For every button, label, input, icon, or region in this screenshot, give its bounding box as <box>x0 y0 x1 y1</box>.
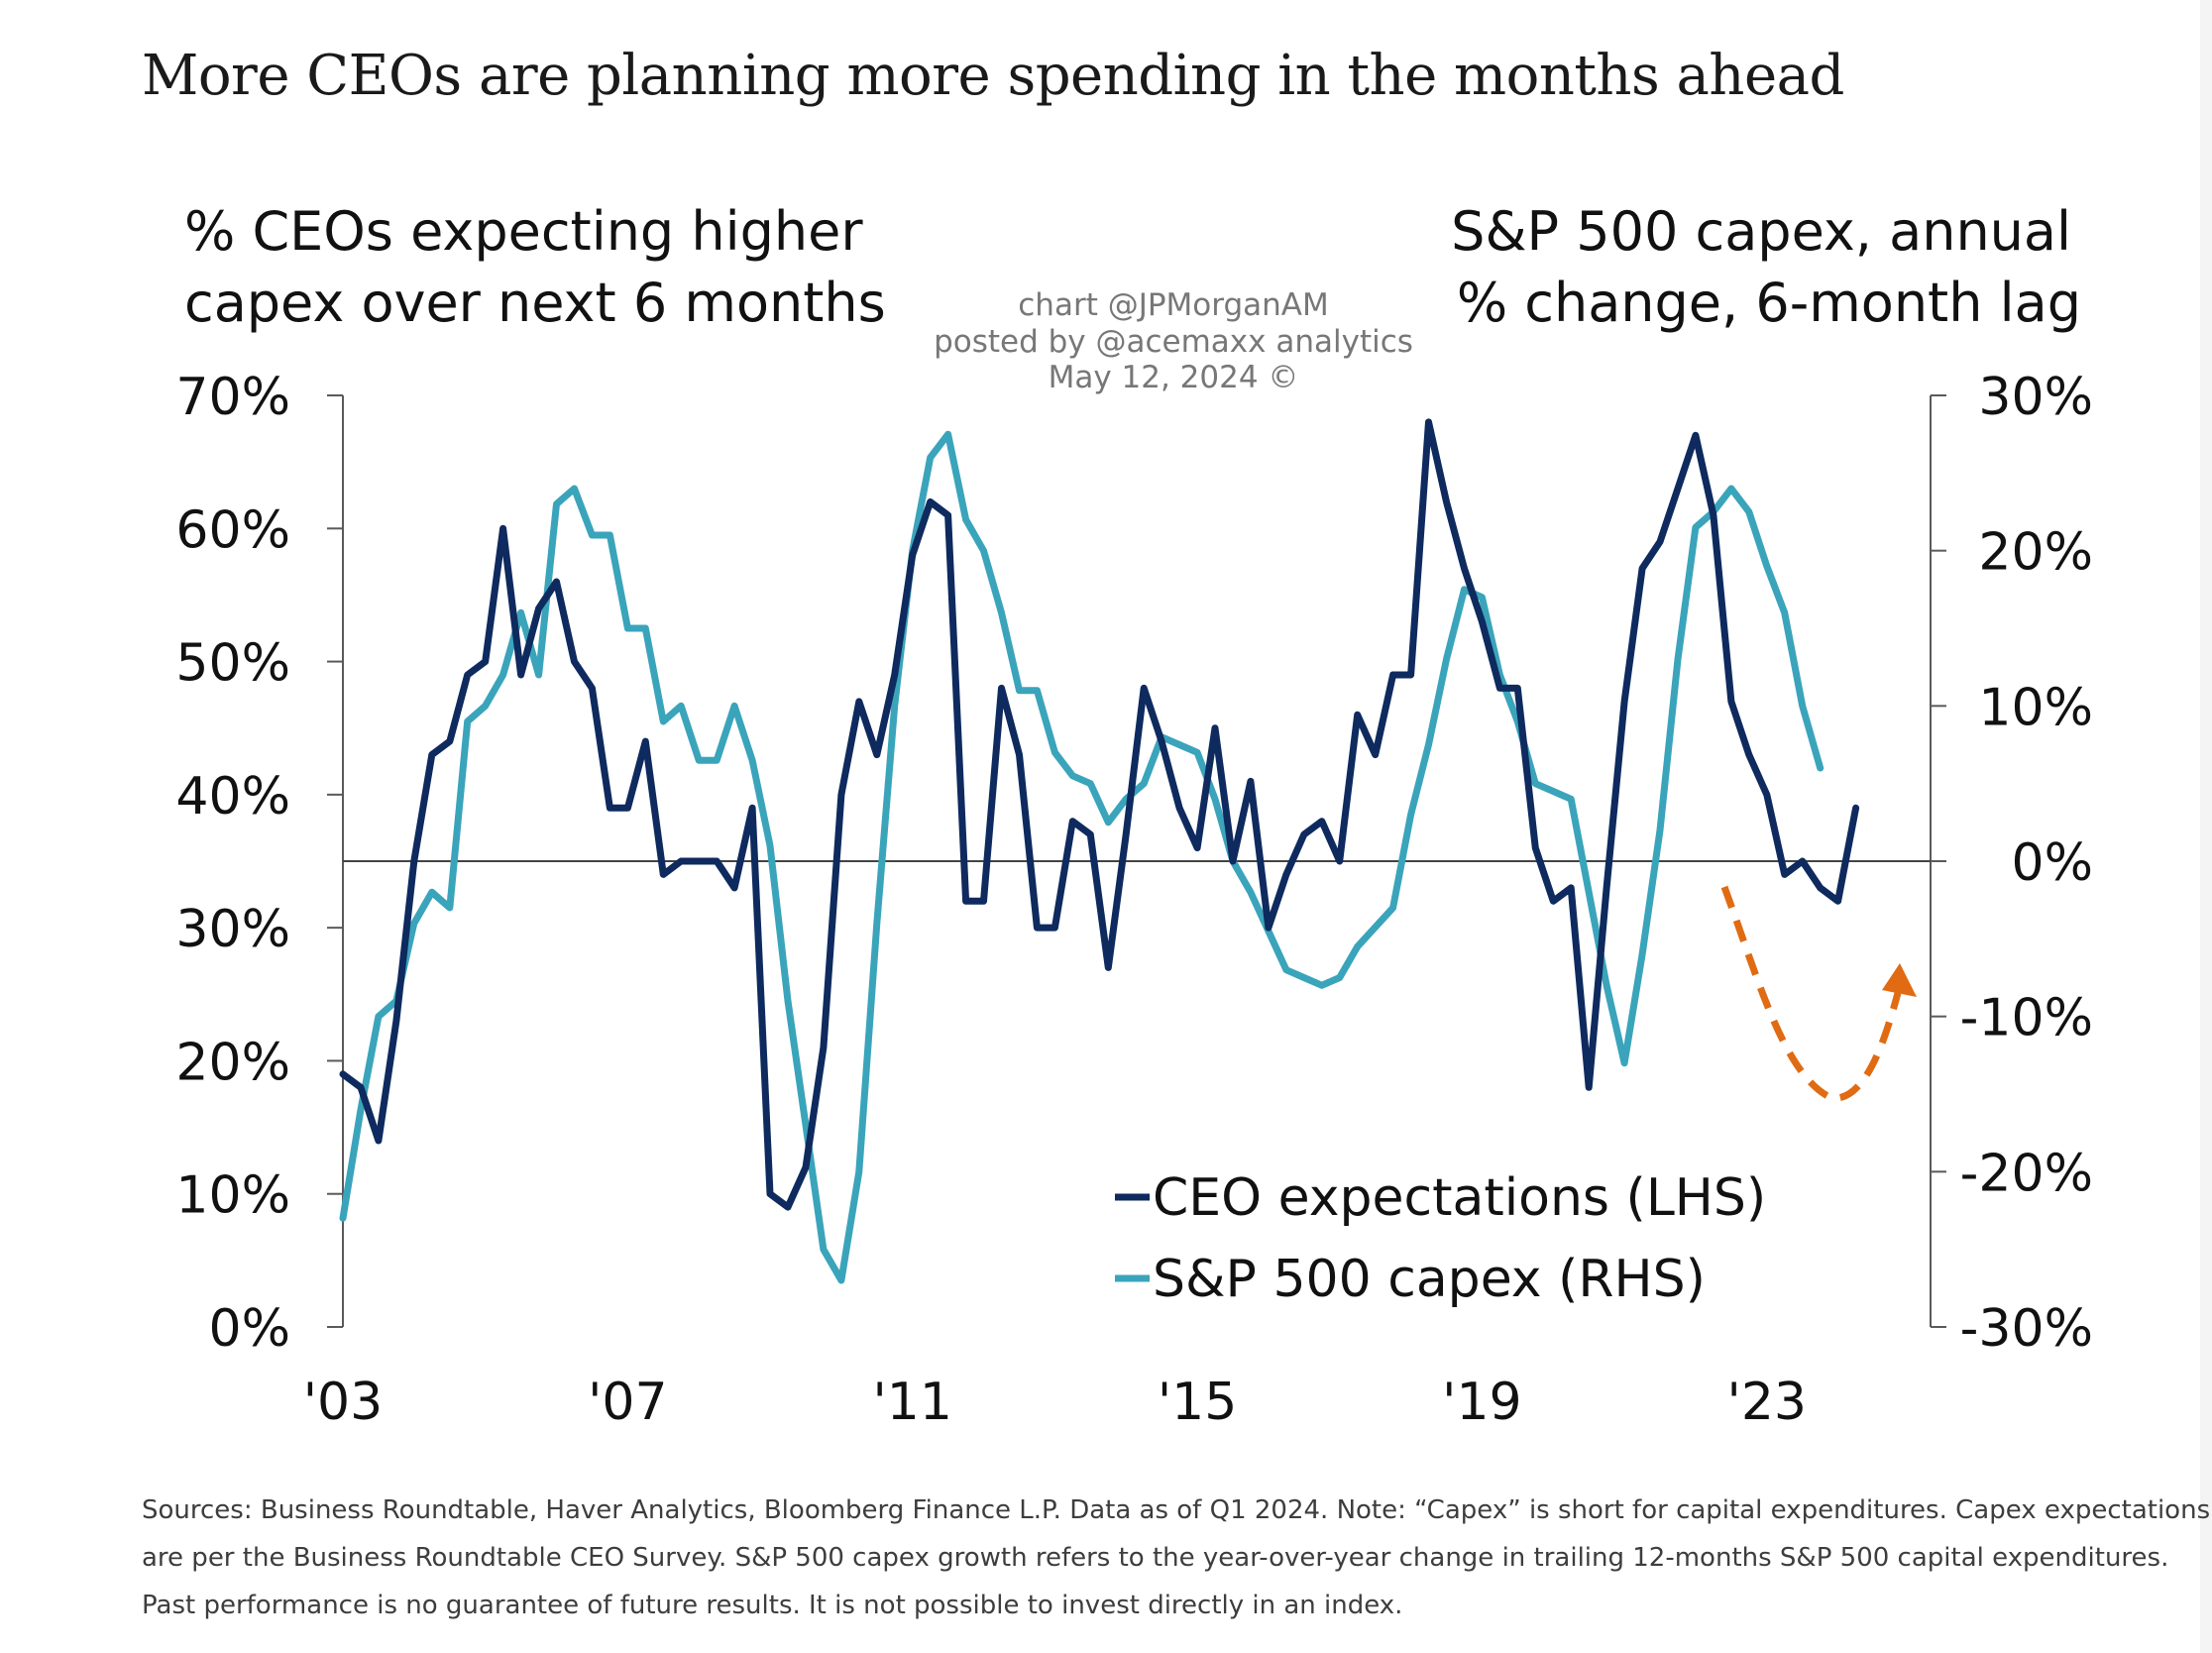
left-axis-tick-label: 20% <box>175 1033 290 1092</box>
footnote-line-2: are per the Business Roundtable CEO Surv… <box>142 1543 2169 1573</box>
chart-canvas: % CEOs expecting higher capex over next … <box>175 200 2093 1432</box>
left-axis-tick-label: 10% <box>175 1166 290 1226</box>
right-axis-tick-label: 20% <box>1978 523 2093 583</box>
right-axis-tick-label: 30% <box>1978 368 2093 427</box>
series-line-ceo <box>339 418 1860 1211</box>
left-axis-tick-label: 0% <box>209 1299 291 1359</box>
right-axis-tick-label: 10% <box>1978 678 2093 737</box>
watermark-line-2: posted by @acemaxx analytics <box>934 324 1413 360</box>
watermark: chart @JPMorganAM posted by @acemaxx ana… <box>934 287 1413 395</box>
axis-titles: % CEOs expecting higher capex over next … <box>184 200 2081 334</box>
source-footnote: Sources: Business Roundtable, Haver Anal… <box>142 1487 2211 1629</box>
forecast-arrow-head <box>1882 963 1917 997</box>
right-axis-tick-label: -20% <box>1960 1144 2093 1203</box>
x-axis-tick-label: '15 <box>1158 1373 1237 1432</box>
right-axis-tick-label: 0% <box>2012 833 2094 893</box>
footnote-line-1: Sources: Business Roundtable, Haver Anal… <box>142 1495 2211 1525</box>
forecast-arrow-path <box>1720 885 1902 1102</box>
left-axis-tick-label: 40% <box>175 767 290 826</box>
footnote-line-3: Past performance is no guarantee of futu… <box>142 1591 1403 1620</box>
forecast-arrow <box>1720 885 1917 1102</box>
left-axis-tick-label: 30% <box>175 900 290 959</box>
left-axis-tick-label: 70% <box>175 368 290 427</box>
watermark-line-1: chart @JPMorganAM <box>1018 287 1328 323</box>
x-axis-tick-label: '23 <box>1727 1373 1807 1432</box>
series-lines <box>339 418 1860 1284</box>
x-axis-tick-label: '03 <box>303 1373 383 1432</box>
right-axis-title-line-1: S&P 500 capex, annual <box>1451 200 2071 263</box>
left-axis-tick-label: 60% <box>175 500 290 560</box>
x-axis-tick-label: '19 <box>1442 1373 1521 1432</box>
legend-label-capex: S&P 500 capex (RHS) <box>1153 1250 1706 1309</box>
x-axis-tick-label: '11 <box>872 1373 951 1432</box>
right-axis-tick-label: -10% <box>1960 989 2093 1048</box>
chart-title: More CEOs are planning more spending in … <box>142 44 1844 108</box>
right-axis-tick-label: -30% <box>1960 1299 2093 1359</box>
series-line-capex <box>339 430 1825 1284</box>
left-axis-title-line-2: capex over next 6 months <box>184 272 886 334</box>
legend: CEO expectations (LHS) S&P 500 capex (RH… <box>1115 1168 1766 1309</box>
x-axis-tick-label: '07 <box>588 1373 667 1432</box>
left-axis-title-line-1: % CEOs expecting higher <box>184 200 863 263</box>
axes: 70% 60% 50% 40% 30% 20% 10% 0% 30% 20% 10% 0% -10% -2… <box>175 368 2093 1432</box>
left-axis-tick-label: 50% <box>175 634 290 694</box>
watermark-line-3: May 12, 2024 © <box>1049 360 1299 395</box>
right-axis-title-line-2: % change, 6-month lag <box>1457 272 2081 334</box>
legend-label-ceo: CEO expectations (LHS) <box>1153 1168 1766 1228</box>
